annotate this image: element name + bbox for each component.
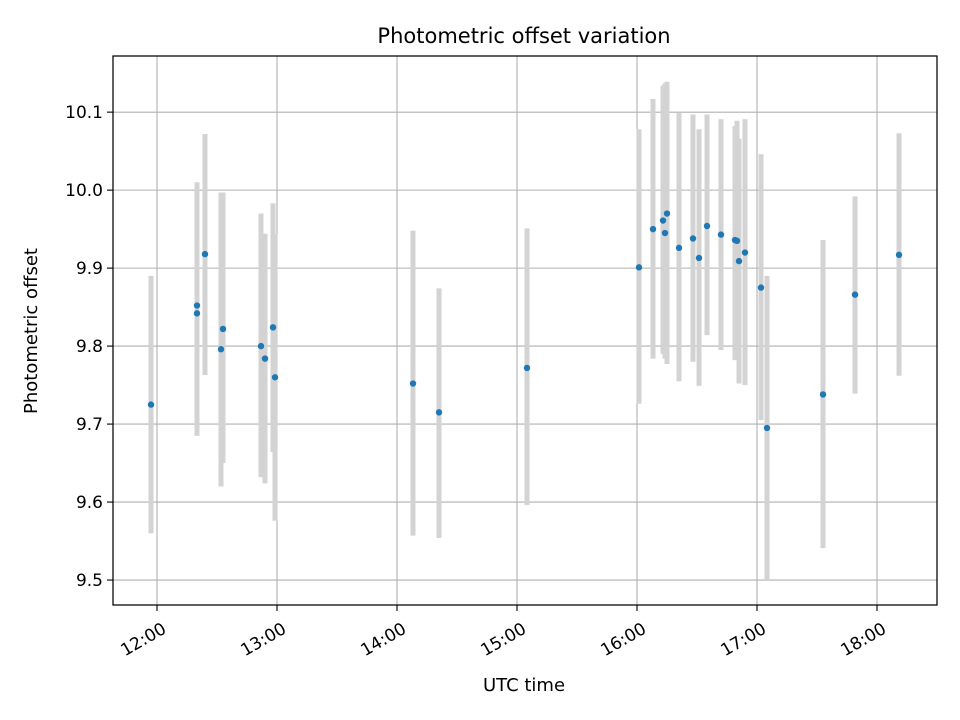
data-point xyxy=(659,217,667,224)
data-point xyxy=(851,291,859,298)
data-point xyxy=(219,325,227,333)
data-point xyxy=(409,380,417,387)
y-tick-label: 10.0 xyxy=(65,181,103,201)
data-point xyxy=(733,237,741,245)
data-point xyxy=(763,424,771,432)
data-point xyxy=(819,391,827,398)
data-point xyxy=(435,409,443,416)
data-point xyxy=(663,210,671,217)
y-tick-label: 9.7 xyxy=(76,415,103,435)
data-point xyxy=(147,401,155,408)
y-tick-label: 10.1 xyxy=(65,103,103,123)
y-tick-label: 9.6 xyxy=(76,493,103,513)
data-point xyxy=(635,264,643,271)
x-axis-label: UTC time xyxy=(483,675,565,696)
data-points xyxy=(147,210,903,432)
plot-area-frame xyxy=(112,55,938,606)
data-point xyxy=(261,355,269,362)
data-point xyxy=(695,254,703,262)
data-point xyxy=(269,324,277,331)
data-point xyxy=(757,284,765,291)
data-point xyxy=(193,310,201,317)
data-point xyxy=(689,235,697,242)
data-point xyxy=(717,231,725,238)
data-point xyxy=(895,251,903,259)
y-tick-label: 9.5 xyxy=(76,571,103,591)
data-point xyxy=(675,244,683,252)
data-point xyxy=(257,342,265,350)
data-point xyxy=(661,229,669,237)
data-point xyxy=(523,364,531,372)
data-point xyxy=(703,222,711,230)
data-point xyxy=(271,374,279,381)
y-tick-label: 9.9 xyxy=(76,259,103,279)
data-point xyxy=(201,250,209,258)
data-point xyxy=(741,249,749,256)
y-tick-label: 9.8 xyxy=(76,337,103,357)
data-point xyxy=(649,225,657,233)
data-point xyxy=(217,346,225,353)
chart-title: Photometric offset variation xyxy=(377,24,670,48)
data-point xyxy=(193,302,201,309)
data-point xyxy=(735,257,743,265)
y-axis-label: Photometric offset xyxy=(21,248,42,414)
